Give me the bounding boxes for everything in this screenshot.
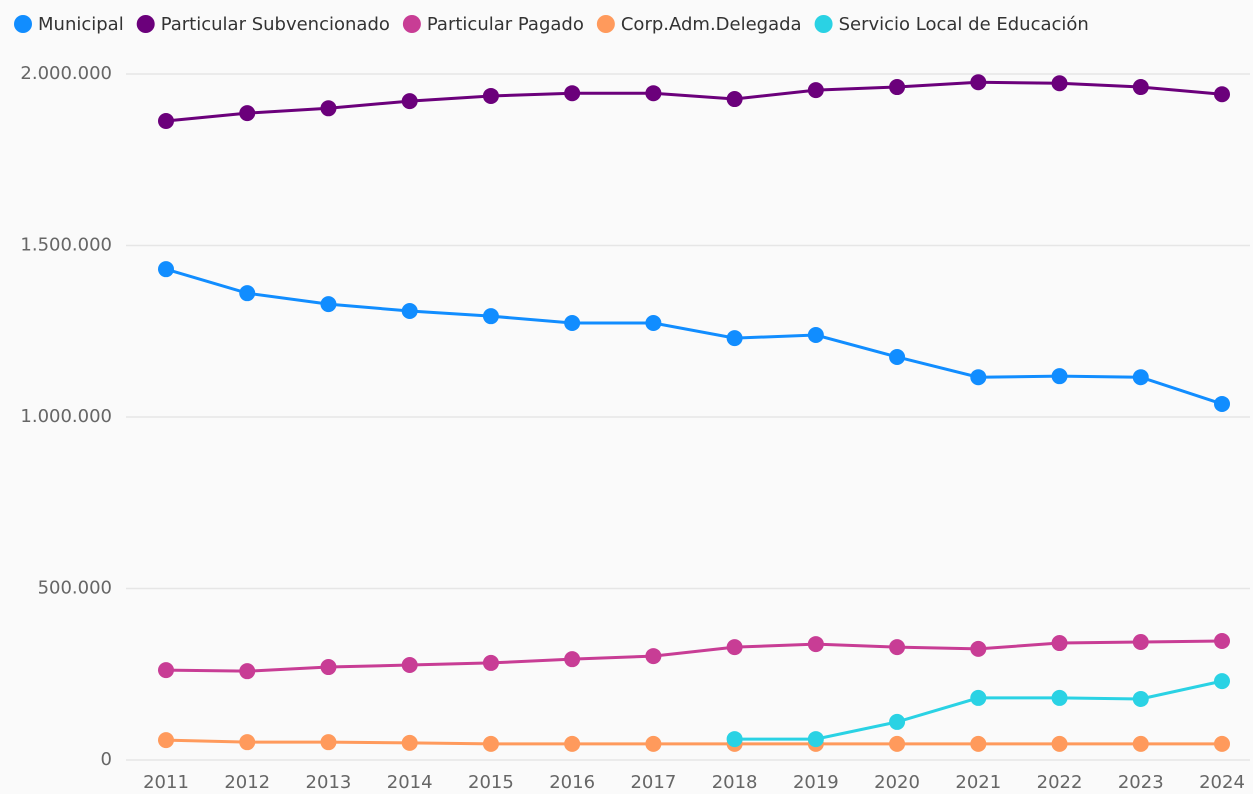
data-point	[158, 112, 174, 129]
legend-marker	[402, 15, 421, 33]
data-point	[807, 327, 824, 344]
series-line	[165, 80, 1223, 123]
data-point	[1051, 735, 1068, 752]
data-point	[1132, 634, 1149, 651]
x-tick-label: 2021	[955, 772, 1001, 793]
data-point	[564, 735, 581, 752]
data-point	[889, 348, 906, 365]
y-tick-label: 2.000.000	[20, 63, 112, 84]
data-point	[807, 731, 824, 748]
data-point	[239, 105, 256, 122]
data-point	[1051, 368, 1068, 385]
x-tick-label: 2024	[1199, 772, 1245, 793]
x-tick-label: 2012	[224, 772, 270, 793]
y-tick-label: 1.000.000	[20, 406, 112, 427]
legend-marker	[136, 15, 155, 33]
data-point	[726, 91, 743, 108]
data-point	[564, 85, 581, 102]
data-point	[645, 315, 662, 332]
data-point	[482, 654, 499, 671]
data-point	[320, 100, 337, 117]
legend-marker	[14, 15, 32, 33]
data-point	[970, 640, 987, 657]
legend-label: Particular Subvencionado	[161, 14, 390, 35]
x-tick-label: 2016	[549, 772, 595, 793]
data-point	[401, 734, 418, 751]
data-point	[1132, 79, 1149, 96]
x-tick-label: 2022	[1037, 772, 1083, 793]
data-point	[482, 308, 499, 325]
data-point	[401, 656, 418, 673]
data-point	[1051, 75, 1068, 92]
data-point	[158, 261, 174, 278]
data-point	[645, 648, 662, 665]
data-point	[1214, 86, 1230, 103]
data-point	[239, 285, 256, 302]
data-point	[970, 735, 987, 752]
x-tick-label: 2013	[306, 772, 352, 793]
data-point	[807, 636, 824, 653]
x-tick-label: 2019	[793, 772, 839, 793]
data-point	[1214, 632, 1230, 649]
x-tick-label: 2017	[630, 772, 676, 793]
data-point	[239, 734, 256, 751]
x-tick-label: 2023	[1118, 772, 1164, 793]
data-point	[726, 731, 743, 748]
data-point	[1051, 635, 1068, 652]
series-line	[734, 679, 1223, 741]
y-tick-label: 0	[101, 749, 112, 770]
x-tick-label: 2020	[874, 772, 920, 793]
data-point	[564, 651, 581, 668]
y-tick-label: 500.000	[38, 578, 112, 599]
data-point	[1214, 673, 1230, 690]
data-point	[482, 87, 499, 104]
data-point	[320, 296, 337, 313]
data-point	[401, 93, 418, 110]
data-point	[564, 315, 581, 332]
data-point	[645, 735, 662, 752]
series-line	[165, 639, 1223, 673]
data-point	[320, 659, 337, 676]
data-point	[889, 713, 906, 730]
data-point	[889, 79, 906, 96]
data-point	[1214, 395, 1230, 412]
legend-marker	[596, 15, 615, 33]
data-point	[320, 734, 337, 751]
data-point	[239, 663, 256, 680]
y-tick-label: 1.500.000	[20, 235, 112, 256]
data-point	[970, 369, 987, 386]
data-point	[726, 330, 743, 347]
legend-label: Corp.Adm.Delegada	[621, 14, 802, 35]
series-line	[165, 267, 1223, 406]
data-point	[158, 732, 174, 749]
legend-label: Servicio Local de Educación	[839, 14, 1089, 35]
data-point	[970, 689, 987, 706]
data-point	[970, 74, 987, 91]
data-point	[807, 82, 824, 99]
data-point	[889, 639, 906, 656]
x-tick-label: 2015	[468, 772, 514, 793]
x-tick-label: 2014	[387, 772, 433, 793]
x-tick-label: 2011	[143, 772, 189, 793]
data-point	[726, 639, 743, 656]
data-point	[482, 735, 499, 752]
data-point	[158, 662, 174, 679]
legend-marker	[814, 15, 833, 33]
data-point	[1051, 689, 1068, 706]
data-point	[889, 735, 906, 752]
data-point	[1214, 735, 1230, 752]
series-line	[165, 738, 1222, 746]
legend-label: Particular Pagado	[427, 14, 584, 35]
data-point	[1132, 369, 1149, 386]
data-point	[645, 85, 662, 102]
data-point	[1132, 690, 1149, 707]
x-tick-label: 2018	[712, 772, 758, 793]
data-point	[401, 303, 418, 320]
data-point	[1132, 735, 1149, 752]
legend-label: Municipal	[38, 14, 124, 35]
